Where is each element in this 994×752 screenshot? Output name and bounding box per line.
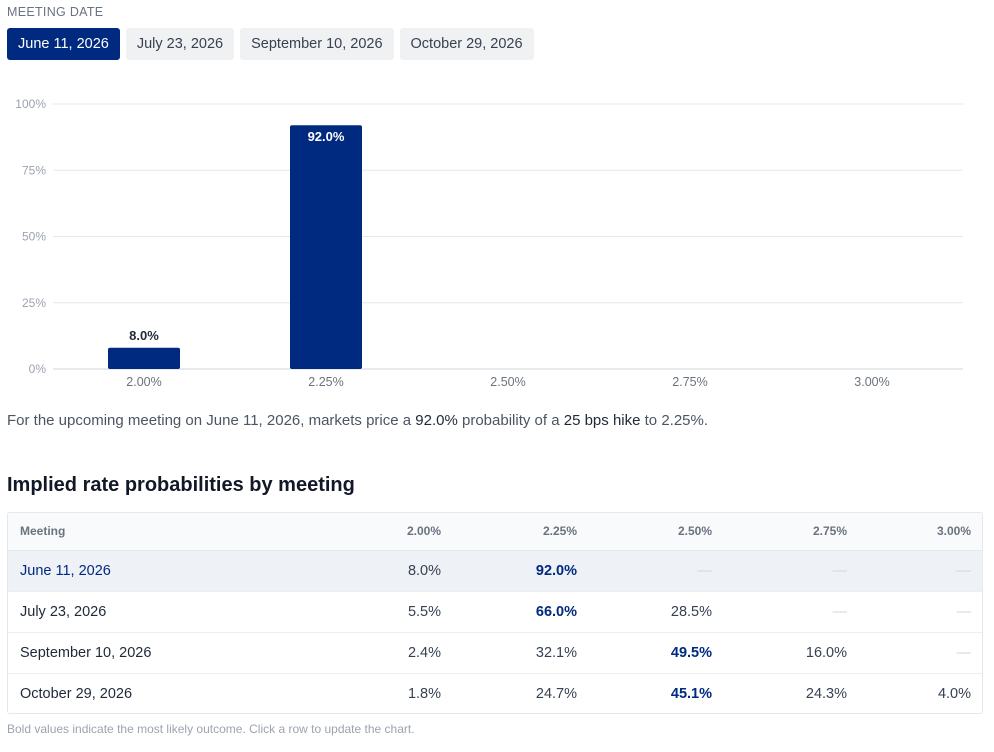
probability-table: Meeting 2.00% 2.25% 2.50% 2.75% 3.00% Ju… xyxy=(7,512,983,714)
x-tick-label: 2.50% xyxy=(490,375,525,389)
table-row[interactable]: July 23, 2026 5.5% 66.0% 28.5% — — xyxy=(8,591,982,633)
footnote: Bold values indicate the most likely out… xyxy=(7,722,415,736)
table-header-row: Meeting 2.00% 2.25% 2.50% 2.75% 3.00% xyxy=(8,513,982,551)
probability-chart: 0% 25% 50% 75% 100% 8.0% 2.00% 92.0% 2.25% 2.50% 2… xyxy=(0,88,994,396)
row-probability-cell: — xyxy=(860,591,982,633)
x-tick-label: 2.00% xyxy=(126,375,161,389)
bar xyxy=(108,347,180,369)
row-meeting-date: October 29, 2026 xyxy=(20,685,133,702)
y-tick-label: 100% xyxy=(15,97,46,111)
table-row[interactable]: September 10, 2026 2.4% 32.1% 49.5% 16.0% — xyxy=(8,632,982,674)
row-probability-cell: 5.5% xyxy=(304,591,454,633)
row-meeting-date: September 10, 2026 xyxy=(8,632,304,674)
row-probability-cell: — xyxy=(860,632,982,674)
row-meeting-date: July 23, 2026 xyxy=(8,591,304,633)
bar-data-label: 92.0% xyxy=(308,129,345,144)
summary-middle: probability of a xyxy=(457,412,564,429)
header-rate-1: 2.00% xyxy=(304,513,454,551)
tab-meeting-4[interactable]: October 29, 2026 xyxy=(399,28,534,60)
table-row[interactable]: June 11, 2026 8.0% 92.0% — — — xyxy=(8,550,982,592)
header-rate-2: 2.25% xyxy=(454,513,590,551)
row-probability-cell: 8.0% xyxy=(304,550,454,592)
summary-text: For the upcoming meeting on June 11, 202… xyxy=(7,412,708,429)
y-tick-label: 75% xyxy=(22,163,46,177)
bar-data-label: 8.0% xyxy=(129,328,159,343)
y-tick-label: 0% xyxy=(29,362,47,376)
meeting-date-label: MEETING DATE xyxy=(7,5,104,19)
header-rate-5: 3.00% xyxy=(860,513,982,551)
tab-meeting-1[interactable]: June 11, 2026 xyxy=(7,28,120,60)
row-probability-cell: 2.4% xyxy=(304,632,454,674)
row-meeting-date: June 11, 2026 xyxy=(8,550,304,592)
y-tick-label: 25% xyxy=(22,296,46,310)
meeting-tabs: June 11, 2026 July 23, 2026 September 10… xyxy=(7,28,534,60)
header-rate-3: 2.50% xyxy=(590,513,725,551)
table-row[interactable]: October 29, 2026 1.8% 24.7% 45.1% 24.3% 4.0% xyxy=(8,673,982,713)
x-tick-label: 3.00% xyxy=(854,375,889,389)
summary-suffix: to 2.25%. xyxy=(640,412,709,429)
row-probability-cell: — xyxy=(725,550,860,592)
row-probability-cell: 66.0% xyxy=(454,591,590,633)
probability-chart-svg: 0% 25% 50% 75% 100% 8.0% 2.00% 92.0% 2.25% 2.50% 2… xyxy=(15,97,963,389)
table-title: Implied rate probabilities by meeting xyxy=(7,474,355,496)
row-probability-cell: 49.5% xyxy=(590,632,725,674)
row-probability-cell: 92.0% xyxy=(454,550,590,592)
row-probability-cell: 4.0% xyxy=(937,685,971,702)
summary-probability: 92.0% xyxy=(415,412,458,429)
bar xyxy=(290,125,362,369)
row-probability-cell: 45.1% xyxy=(670,685,712,702)
row-probability-cell: 1.8% xyxy=(407,685,441,702)
row-probability-cell: 32.1% xyxy=(454,632,590,674)
row-probability-cell: 24.3% xyxy=(805,685,847,702)
summary-action: 25 bps hike xyxy=(563,412,641,429)
y-tick-label: 50% xyxy=(22,230,46,244)
x-tick-label: 2.25% xyxy=(308,375,343,389)
row-probability-cell: 28.5% xyxy=(590,591,725,633)
row-probability-cell: — xyxy=(590,550,725,592)
tab-meeting-3[interactable]: September 10, 2026 xyxy=(240,28,394,60)
tab-meeting-2[interactable]: July 23, 2026 xyxy=(125,28,235,60)
row-probability-cell: 24.7% xyxy=(535,685,577,702)
row-probability-cell: 16.0% xyxy=(725,632,860,674)
summary-prefix: For the upcoming meeting on June 11, 202… xyxy=(7,412,416,429)
header-meeting: Meeting xyxy=(8,513,304,551)
x-tick-label: 2.75% xyxy=(672,375,707,389)
header-rate-4: 2.75% xyxy=(725,513,860,551)
row-probability-cell: — xyxy=(725,591,860,633)
row-probability-cell: — xyxy=(860,550,982,592)
